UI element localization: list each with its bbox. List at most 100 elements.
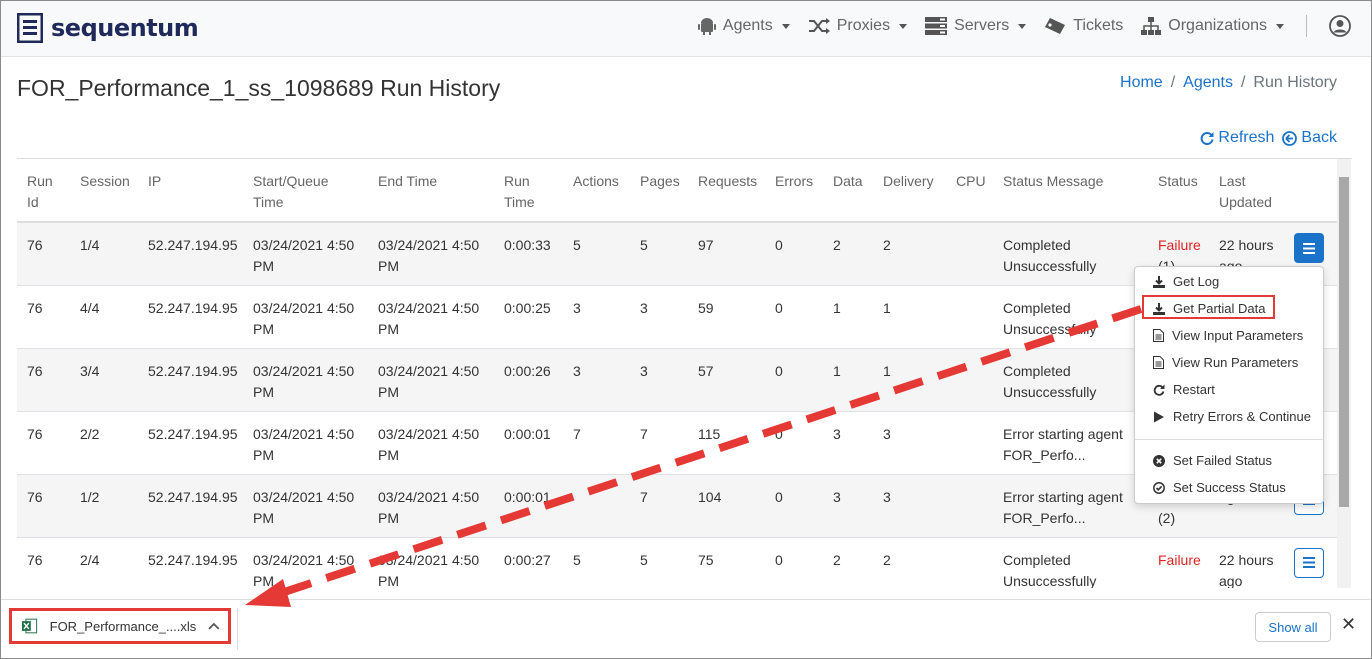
refresh-icon <box>1201 132 1214 145</box>
cell-cpu <box>946 411 993 474</box>
browser-download-bar: FOR_Performance_....xls Show all ✕ <box>1 599 1371 658</box>
table-row: 76 2/4 52.247.194.95 03/24/2021 4:50 PM 03/2… <box>17 537 1337 588</box>
cell-requests: 75 <box>698 551 714 568</box>
scrollbar-thumb[interactable] <box>1339 177 1349 507</box>
cell-last-updated: 22 hours ago <box>1219 551 1274 589</box>
cell-end: 03/24/2021 4:50 PM <box>378 551 480 589</box>
column-header <box>1284 159 1337 222</box>
column-header[interactable]: Errors <box>775 173 814 189</box>
cell-run-time: 0:00:01 <box>504 425 551 442</box>
table-row: 76 1/4 52.247.194.95 03/24/2021 4:50 PM 03/2… <box>17 222 1337 285</box>
column-header[interactable]: Status Message <box>1003 173 1104 189</box>
menu-item-get-partial-data[interactable]: Get Partial Data <box>1153 301 1266 316</box>
breadcrumb-current: Run History <box>1253 74 1337 91</box>
nav-organizations[interactable]: Organizations <box>1141 17 1284 35</box>
nav-agents[interactable]: Agents <box>697 17 790 35</box>
download-item[interactable]: FOR_Performance_....xls <box>9 608 231 644</box>
menu-item-view-run-parameters[interactable]: View Run Parameters <box>1153 355 1298 370</box>
row-menu-button[interactable] <box>1294 547 1324 578</box>
cell-cpu <box>946 285 993 348</box>
cell-run-id: 76 <box>27 425 43 442</box>
cell-row-action <box>1284 222 1337 285</box>
cell-data: 3 <box>833 425 841 442</box>
table-header-row: Run Id Session IP Start/Queue Time End T… <box>17 159 1337 222</box>
refresh-label: Refresh <box>1218 129 1275 146</box>
show-all-button[interactable]: Show all <box>1255 612 1331 642</box>
brand-logo[interactable]: sequentum <box>17 13 199 43</box>
column-header[interactable]: Actions <box>573 173 619 189</box>
column-header[interactable]: Status <box>1158 173 1198 189</box>
menu-item-view-input-parameters[interactable]: View Input Parameters <box>1153 328 1303 343</box>
cell-data: 2 <box>833 551 841 568</box>
column-header[interactable]: End Time <box>378 173 438 189</box>
chevron-up-icon[interactable] <box>208 622 220 630</box>
nav-proxies-label: Proxies <box>836 17 891 34</box>
column-header[interactable]: Run Id <box>27 173 53 210</box>
cell-run-id: 76 <box>27 488 43 505</box>
nav-proxies[interactable]: Proxies <box>808 17 908 35</box>
menu-item-retry-errors[interactable]: Retry Errors & Continue <box>1153 409 1311 424</box>
cell-start: 03/24/2021 4:50 PM <box>253 362 355 400</box>
row-actions-menu: Get Log Get Partial Data View Input Para… <box>1134 266 1324 504</box>
shuffle-icon <box>808 18 830 34</box>
cell-errors: 0 <box>775 551 783 568</box>
refresh-button[interactable]: Refresh <box>1200 129 1274 147</box>
cell-run-id: 76 <box>27 237 43 253</box>
cell-requests: 57 <box>698 362 714 379</box>
menu-item-restart[interactable]: Restart <box>1153 382 1215 397</box>
cell-row-action <box>1284 537 1337 588</box>
cell-ip: 52.247.194.95 <box>148 551 238 568</box>
arrow-circle-left-icon <box>1282 130 1298 146</box>
back-label: Back <box>1301 129 1337 146</box>
brand-name: sequentum <box>51 14 199 42</box>
column-header[interactable]: Delivery <box>883 173 934 189</box>
column-header[interactable]: Pages <box>640 173 680 189</box>
android-icon <box>697 18 716 35</box>
nav-tickets-label: Tickets <box>1073 17 1124 34</box>
row-menu-button[interactable] <box>1294 233 1324 263</box>
back-button[interactable]: Back <box>1282 129 1337 147</box>
cell-session: 3/4 <box>80 362 100 379</box>
cell-requests: 104 <box>698 488 722 505</box>
sitemap-icon <box>1141 17 1162 35</box>
cell-pages: 3 <box>640 362 648 379</box>
cell-cpu <box>946 348 993 411</box>
ticket-icon <box>1045 18 1066 34</box>
menu-item-set-failed-status[interactable]: Set Failed Status <box>1153 453 1272 468</box>
vertical-scrollbar[interactable] <box>1337 159 1351 588</box>
breadcrumb-home[interactable]: Home <box>1120 74 1163 91</box>
cell-status-message: Error starting agent FOR_Perfo... <box>1003 488 1123 526</box>
column-header[interactable]: Start/Queue Time <box>253 173 329 210</box>
column-header[interactable]: IP <box>148 173 162 189</box>
cell-run-id: 76 <box>27 551 43 568</box>
cell-pages: 5 <box>640 237 648 253</box>
cell-session: 1/4 <box>80 237 100 253</box>
user-circle-icon <box>1329 15 1351 37</box>
chevron-down-icon <box>1018 23 1027 29</box>
menu-item-label: View Input Parameters <box>1172 328 1304 343</box>
menu-item-set-success-status[interactable]: Set Success Status <box>1153 480 1286 495</box>
breadcrumb-agents[interactable]: Agents <box>1183 74 1233 91</box>
nav-tickets[interactable]: Tickets <box>1044 17 1123 35</box>
column-header[interactable]: Run Time <box>504 173 535 210</box>
cell-status-message: Completed Unsuccessfully <box>1003 237 1097 274</box>
column-header[interactable]: CPU <box>956 173 986 189</box>
cell-start: 03/24/2021 4:50 PM <box>253 488 355 526</box>
cell-session: 2/4 <box>80 551 100 568</box>
menu-item-get-log[interactable]: Get Log <box>1153 274 1219 289</box>
cell-delivery: 3 <box>883 488 891 505</box>
breadcrumb-separator: / <box>1240 74 1246 91</box>
cell-start: 03/24/2021 4:50 PM <box>253 425 355 463</box>
breadcrumb-separator: / <box>1170 74 1176 91</box>
cell-errors: 0 <box>775 237 783 253</box>
cell-delivery: 1 <box>883 299 891 316</box>
column-header[interactable]: Session <box>80 173 130 189</box>
column-header[interactable]: Last Updated <box>1219 173 1272 210</box>
page-title: FOR_Performance_1_ss_1098689 Run History <box>17 75 501 101</box>
column-header[interactable]: Requests <box>698 173 758 189</box>
close-icon[interactable]: ✕ <box>1341 614 1357 634</box>
cell-run-time: 0:00:26 <box>504 362 551 379</box>
column-header[interactable]: Data <box>833 173 863 189</box>
user-menu[interactable] <box>1329 15 1351 37</box>
nav-servers[interactable]: Servers <box>925 17 1027 35</box>
